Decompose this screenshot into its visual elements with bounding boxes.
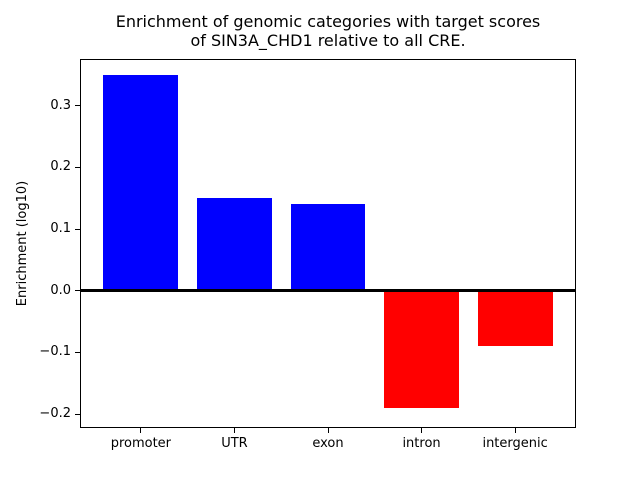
x-tick-label: exon [312,436,344,451]
bar-exon [290,204,366,291]
chart-title-line1: Enrichment of genomic categories with ta… [115,12,541,31]
y-axis-label: Enrichment (log10) [15,180,30,307]
chart-title: Enrichment of genomic categories with ta… [80,12,576,50]
y-tick-mark [75,351,80,353]
x-tick-mark [514,428,516,433]
chart-title-line2: of SIN3A_CHD1 relative to all CRE. [190,31,466,50]
y-tick-mark [75,413,80,415]
bar-intron [384,290,459,408]
bar-UTR [197,198,272,291]
y-tick-label: 0.3 [50,97,71,113]
x-tick-label: intron [402,436,441,451]
y-tick-label: −0.1 [39,344,71,360]
y-tick-mark [75,228,80,230]
x-tick-label: promoter [110,436,172,451]
x-tick-mark [233,428,235,433]
x-tick-label: UTR [221,436,248,451]
x-tick-mark [421,428,423,433]
y-tick-mark [75,290,80,292]
zero-line [81,289,575,293]
bar-promoter [103,74,179,291]
x-tick-mark [327,428,329,433]
y-tick-label: 0.1 [50,221,71,236]
y-tick-label: 0.0 [50,282,71,298]
bar-intergenic [477,290,553,347]
x-tick-label: intergenic [482,436,548,451]
y-tick-label: 0.2 [50,159,71,175]
x-tick-mark [140,428,142,433]
y-tick-mark [75,105,80,107]
y-tick-label: −0.2 [39,406,71,422]
y-tick-mark [75,166,80,168]
